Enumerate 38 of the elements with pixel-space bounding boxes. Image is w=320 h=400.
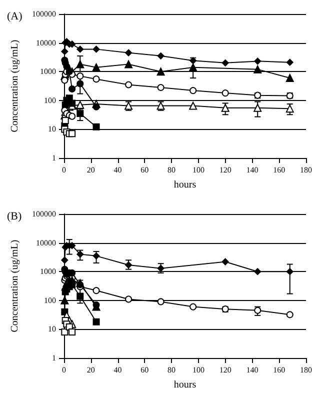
x-tick-label: 80 <box>168 166 176 174</box>
y-tick-label: 10 <box>48 124 56 134</box>
x-tick-label: 40 <box>114 366 122 374</box>
y-tick-label: 1000 <box>40 267 56 276</box>
x-tick-label: 60 <box>140 366 149 374</box>
chart-title: (A) <box>7 10 23 22</box>
x-tick-label: 120 <box>219 366 232 374</box>
y-axis-title: Concentration (ug/mL) <box>10 240 20 332</box>
x-tick-label: 140 <box>246 166 258 174</box>
y-tick-label: 10000 <box>36 238 56 248</box>
x-tick-label: 160 <box>273 166 286 174</box>
x-axis-title: hours <box>174 180 196 190</box>
y-tick-label: 1 <box>52 154 56 162</box>
y-axis-title: Concentration (ug/mL) <box>10 40 20 132</box>
x-tick-label: 100 <box>192 366 204 374</box>
x-tick-label: 20 <box>86 366 95 374</box>
x-tick-label: 20 <box>86 166 95 174</box>
x-tick-label: 180 <box>300 166 312 174</box>
x-tick-label: 60 <box>140 166 149 174</box>
y-tick-label: 10000 <box>36 38 56 48</box>
y-tick-label: 1000 <box>40 67 56 76</box>
x-tick-label: 140 <box>246 366 258 374</box>
x-axis-title: hours <box>174 380 196 390</box>
y-tick-label: 100000 <box>32 210 56 218</box>
x-tick-label: 0 <box>62 366 66 374</box>
y-tick-label: 1 <box>52 354 56 362</box>
y-tick-label: 100000 <box>32 10 56 18</box>
x-tick-label: 180 <box>300 366 312 374</box>
chart-title: (B) <box>7 210 22 222</box>
y-tick-label: 10 <box>48 324 56 334</box>
y-tick-label: 100 <box>44 96 56 105</box>
y-tick-label: 100 <box>44 296 56 305</box>
x-tick-label: 0 <box>62 166 66 174</box>
x-tick-label: 40 <box>114 166 122 174</box>
x-tick-label: 160 <box>273 366 286 374</box>
x-tick-label: 100 <box>192 166 204 174</box>
x-tick-label: 80 <box>168 366 176 374</box>
x-tick-label: 120 <box>219 166 232 174</box>
